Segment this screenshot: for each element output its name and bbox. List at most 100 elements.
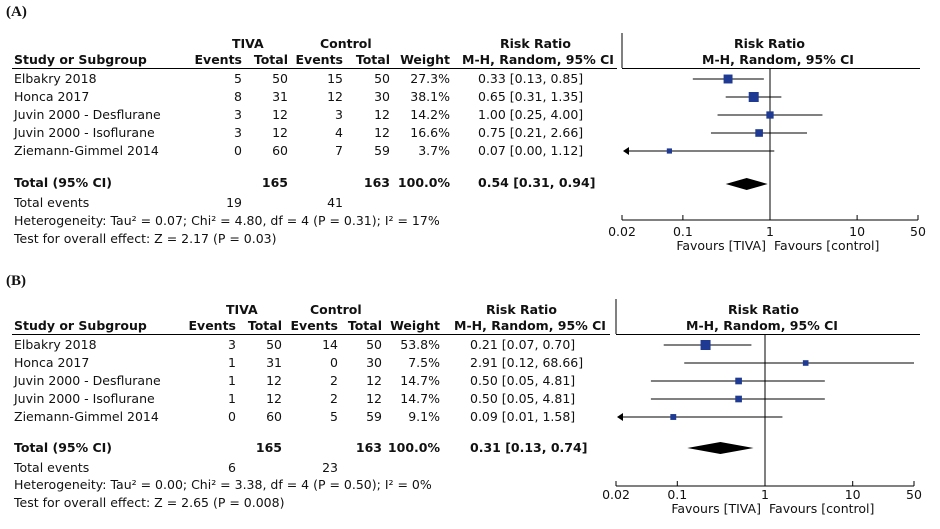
weight: 14.7%	[400, 373, 440, 388]
panel-b-total2-header: Total	[347, 318, 382, 333]
ci-arrow-icon	[617, 413, 623, 421]
events-control: 4	[335, 125, 343, 140]
study-point	[670, 414, 677, 420]
panel-a-total-label: Total (95% CI)	[14, 175, 113, 190]
panel-a-forest-plot: 0.02 0.1 1 10 50 Favours [TIVA] Favours [contr…	[608, 33, 926, 253]
risk-ratio-ci: 0.75 [0.21, 2.66]	[478, 125, 584, 140]
events-control: 2	[330, 391, 338, 406]
risk-ratio-ci: 1.00 [0.25, 4.00]	[478, 107, 584, 122]
weight: 38.1%	[410, 89, 450, 104]
events-control: 15	[327, 71, 343, 86]
total-tiva: 50	[272, 71, 288, 86]
total-control: 12	[366, 373, 382, 388]
panel-b-heterogeneity: Heterogeneity: Tau² = 0.00; Chi² = 3.38,…	[14, 477, 432, 492]
panel-b-total-events-tiva: 6	[228, 460, 236, 475]
risk-ratio-ci: 0.09 [0.01, 1.58]	[470, 409, 576, 424]
study-point	[735, 395, 742, 403]
panel-a-group1-header: TIVA	[232, 36, 264, 51]
risk-ratio-ci: 0.65 [0.31, 1.35]	[478, 89, 584, 104]
panel-b-total-events-label: Total events	[14, 460, 90, 475]
total-control: 59	[366, 409, 382, 424]
panel-a-header-rule-left	[12, 68, 617, 69]
panel-a-study-header: Study or Subgroup	[14, 52, 147, 67]
panel-b-plot-method: M-H, Random, 95% CI	[686, 318, 838, 333]
panel-b-header-rule-left	[12, 334, 610, 335]
events-tiva: 3	[234, 125, 242, 140]
study-name: Ziemann-Gimmel 2014	[14, 409, 159, 424]
panel-b-total-weight: 100.0%	[387, 440, 440, 455]
tick-label: 10	[845, 487, 861, 502]
study-name: Juvin 2000 - Desflurane	[14, 373, 161, 388]
total-tiva: 12	[272, 125, 288, 140]
panel-a-rr-method: M-H, Random, 95% CI	[462, 52, 614, 67]
total-control: 12	[374, 107, 390, 122]
tick-label: 0.1	[673, 224, 693, 239]
events-tiva: 1	[228, 355, 236, 370]
total-control: 50	[374, 71, 390, 86]
weight: 14.7%	[400, 391, 440, 406]
tick-label: 0.02	[602, 487, 630, 502]
panel-a-total-tiva: 165	[261, 175, 288, 190]
study-name: Elbakry 2018	[14, 71, 97, 86]
risk-ratio-ci: 0.33 [0.13, 0.85]	[478, 71, 584, 86]
panel-b-group1-header: TIVA	[226, 302, 258, 317]
events-control: 7	[335, 143, 343, 158]
weight: 7.5%	[408, 355, 440, 370]
weight: 14.2%	[410, 107, 450, 122]
panel-a-events1-header: Events	[194, 52, 242, 67]
panel-a-group2-header: Control	[320, 36, 372, 51]
total-tiva: 31	[272, 89, 288, 104]
events-tiva: 0	[234, 143, 242, 158]
weight: 16.6%	[410, 125, 450, 140]
panel-a-plot-method: M-H, Random, 95% CI	[702, 52, 854, 67]
panel-a-total-ci: 0.54 [0.31, 0.94]	[478, 175, 596, 190]
panel-a-overall-effect: Test for overall effect: Z = 2.17 (P = 0…	[14, 231, 277, 246]
tick-label: 1	[761, 487, 769, 502]
panel-b-total-control: 163	[355, 440, 382, 455]
weight: 9.1%	[408, 409, 440, 424]
total-tiva: 50	[266, 337, 282, 352]
panel-b-group2-header: Control	[310, 302, 362, 317]
events-tiva: 1	[228, 391, 236, 406]
study-point	[766, 111, 774, 119]
study-name: Juvin 2000 - Isoflurane	[14, 391, 155, 406]
panel-a-events2-header: Events	[295, 52, 343, 67]
panel-b-header-rule-right	[616, 334, 920, 335]
panel-a-total2-header: Total	[355, 52, 390, 67]
weight: 3.7%	[418, 143, 450, 158]
total-tiva: 31	[266, 355, 282, 370]
panel-b-rr-method: M-H, Random, 95% CI	[454, 318, 606, 333]
pooled-diamond	[687, 442, 754, 454]
panel-b-overall-effect: Test for overall effect: Z = 2.65 (P = 0…	[14, 495, 285, 510]
study-name: Elbakry 2018	[14, 337, 97, 352]
total-tiva: 60	[266, 409, 282, 424]
events-control: 3	[335, 107, 343, 122]
events-tiva: 5	[234, 71, 242, 86]
events-tiva: 3	[234, 107, 242, 122]
events-tiva: 3	[228, 337, 236, 352]
tick-label: 1	[766, 224, 774, 239]
study-point	[700, 340, 711, 350]
panel-a-plot-title: Risk Ratio	[734, 36, 805, 51]
panel-a-heterogeneity: Heterogeneity: Tau² = 0.07; Chi² = 4.80,…	[14, 213, 440, 228]
events-control: 0	[330, 355, 338, 370]
total-control: 30	[366, 355, 382, 370]
study-point	[748, 92, 759, 102]
study-name: Juvin 2000 - Desflurane	[14, 107, 161, 122]
weight: 53.8%	[400, 337, 440, 352]
panel-b-total-ci: 0.31 [0.13, 0.74]	[470, 440, 588, 455]
total-tiva: 12	[266, 391, 282, 406]
panel-b-rr-title: Risk Ratio	[486, 302, 557, 317]
panel-b-label: (B)	[6, 273, 26, 289]
panel-b-events1-header: Events	[188, 318, 236, 333]
study-point	[755, 129, 763, 137]
total-control: 30	[374, 89, 390, 104]
total-tiva: 12	[272, 107, 288, 122]
study-point	[723, 74, 733, 84]
study-point	[735, 377, 742, 385]
pooled-diamond	[725, 178, 768, 190]
panel-a-header-rule-right	[622, 68, 920, 69]
panel-b-study-header: Study or Subgroup	[14, 318, 147, 333]
panel-b-total1-header: Total	[247, 318, 282, 333]
